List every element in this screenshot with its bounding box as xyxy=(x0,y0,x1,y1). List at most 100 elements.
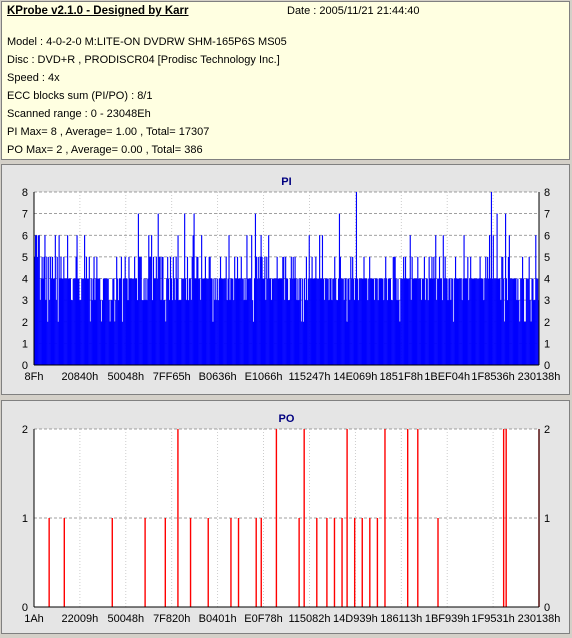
data-bar xyxy=(485,256,487,365)
data-bar xyxy=(522,278,525,365)
data-bar xyxy=(337,278,340,365)
data-bar xyxy=(415,278,417,365)
data-bar xyxy=(300,278,302,365)
data-bar xyxy=(285,256,287,365)
data-bar xyxy=(220,278,223,365)
data-bar xyxy=(481,278,483,365)
data-bar xyxy=(419,278,421,365)
data-bar xyxy=(347,278,349,365)
data-bar xyxy=(377,300,379,365)
chart-title: PO xyxy=(279,413,295,425)
data-bar xyxy=(514,278,516,365)
data-bar xyxy=(117,278,119,365)
data-bar xyxy=(365,278,367,365)
data-bar xyxy=(86,278,89,365)
data-bar xyxy=(294,256,296,365)
data-bar xyxy=(447,300,449,365)
data-bar xyxy=(168,300,171,365)
data-bar xyxy=(359,278,361,365)
data-bar xyxy=(346,321,348,365)
data-bar xyxy=(385,256,387,365)
y-tick-label-right: 4 xyxy=(544,274,550,286)
data-bar xyxy=(350,256,352,365)
data-bar xyxy=(458,278,460,365)
data-bar xyxy=(81,278,83,365)
data-bar xyxy=(162,256,164,365)
data-bar xyxy=(215,278,217,365)
data-bar xyxy=(512,278,514,365)
data-bar xyxy=(523,321,526,365)
data-bar xyxy=(44,235,46,365)
data-bar xyxy=(341,278,343,365)
data-bar xyxy=(364,278,366,365)
data-bar xyxy=(89,321,91,365)
data-bar xyxy=(69,278,72,365)
data-bar xyxy=(214,300,216,365)
data-bar xyxy=(198,278,200,365)
data-bar xyxy=(368,278,370,365)
data-bar xyxy=(66,278,68,365)
x-tick-label: 8Fh xyxy=(25,371,44,383)
data-bar xyxy=(197,256,199,365)
x-tick-label: 186113h xyxy=(380,613,422,625)
data-bar xyxy=(161,256,163,365)
data-bar xyxy=(102,278,105,365)
data-bar xyxy=(450,300,452,365)
data-bar xyxy=(135,278,137,365)
y-tick-label-right: 1 xyxy=(544,513,550,525)
data-bar xyxy=(83,278,85,365)
data-bar xyxy=(317,278,319,365)
data-bar xyxy=(237,278,240,365)
data-bar xyxy=(416,278,418,365)
data-bar xyxy=(103,278,105,365)
y-tick-label: 6 xyxy=(22,230,28,242)
data-bar xyxy=(130,278,132,365)
data-bar xyxy=(226,300,228,365)
data-bar xyxy=(258,278,260,365)
data-bar xyxy=(498,278,500,365)
data-bar xyxy=(256,278,258,365)
data-bar xyxy=(243,300,245,365)
data-bar xyxy=(236,278,238,365)
data-bar xyxy=(366,278,368,365)
data-bar xyxy=(438,256,441,365)
data-bar xyxy=(38,235,40,365)
data-bar xyxy=(191,256,193,365)
data-bar xyxy=(251,235,253,365)
data-bar xyxy=(379,278,381,365)
data-bar xyxy=(217,278,219,365)
data-bar xyxy=(152,256,155,365)
data-bar xyxy=(320,278,322,365)
x-tick-label: 14D939h xyxy=(333,613,378,625)
data-bar xyxy=(358,278,360,365)
data-bar xyxy=(405,278,408,365)
data-bar xyxy=(100,300,102,365)
data-bar xyxy=(443,278,445,365)
data-bar xyxy=(255,256,257,365)
data-bar xyxy=(65,278,67,365)
data-bar xyxy=(48,256,50,365)
data-bar xyxy=(144,300,146,365)
data-bar xyxy=(209,256,211,365)
data-bar xyxy=(428,256,430,365)
data-bar xyxy=(399,321,401,365)
data-bar xyxy=(413,278,415,365)
x-tick-label: 115247h xyxy=(288,371,330,383)
data-bar xyxy=(128,256,130,365)
data-bar xyxy=(73,278,75,365)
data-bar xyxy=(503,278,505,365)
data-bar xyxy=(105,278,107,365)
data-bar xyxy=(464,278,466,365)
data-bar xyxy=(418,278,420,365)
data-bar xyxy=(356,278,358,365)
data-bar xyxy=(510,278,512,365)
data-bar xyxy=(50,278,53,365)
data-bar xyxy=(199,278,201,365)
pi-summary-line: PI Max= 8 , Average= 1.00 , Total= 17307 xyxy=(7,126,210,138)
data-bar xyxy=(84,235,86,365)
data-bar xyxy=(501,256,503,365)
data-bar xyxy=(268,235,270,365)
data-bar xyxy=(355,192,358,365)
data-bar xyxy=(53,278,55,365)
data-bar xyxy=(336,300,338,365)
